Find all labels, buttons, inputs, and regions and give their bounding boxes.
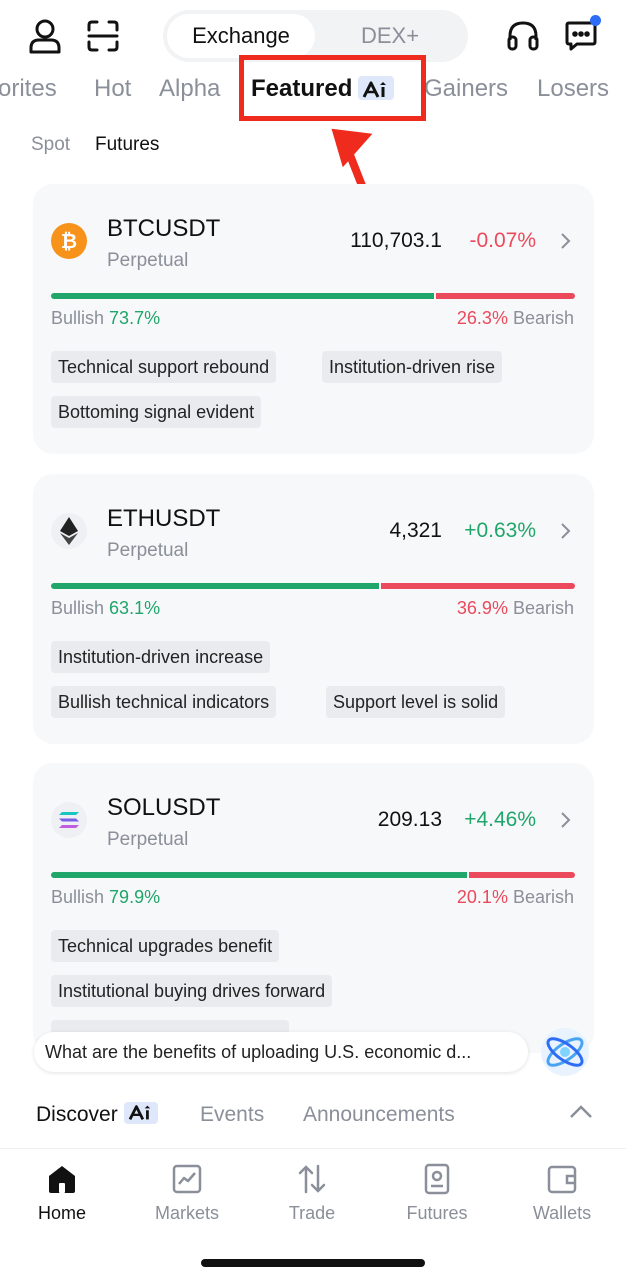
nav-label: Markets — [154, 1203, 219, 1223]
home-indicator — [201, 1259, 425, 1267]
contract-type: Perpetual — [107, 540, 189, 561]
nav-label: Home — [37, 1203, 86, 1223]
tab-discover[interactable]: Discover — [36, 1102, 158, 1128]
solana-icon — [51, 802, 87, 838]
bullish-fill — [51, 293, 434, 299]
bearish-label: 36.9% Bearish — [456, 598, 574, 618]
price: 209.13 — [377, 808, 442, 831]
ai-assistant-orb-icon[interactable] — [538, 1025, 592, 1079]
sentiment-bar — [51, 293, 575, 299]
ai-icon — [123, 1102, 158, 1125]
exchange-segment[interactable]: Exchange — [167, 14, 315, 58]
tab-events[interactable]: Events — [200, 1103, 265, 1126]
tab-discover-label: Discover — [36, 1103, 118, 1126]
nav-futures[interactable]: Futures — [387, 1163, 487, 1229]
ethereum-icon — [51, 513, 87, 549]
home-icon — [49, 1166, 75, 1193]
sentiment-tag: Institution-driven rise — [322, 351, 503, 383]
nav-label: Futures — [406, 1203, 468, 1223]
sentiment-tag: Technical upgrades benefit — [51, 930, 280, 962]
sentiment-tag: Support level is solid — [326, 686, 506, 718]
bullish-fill — [51, 872, 467, 878]
trade-arrows-icon — [298, 1164, 326, 1194]
tab-announcements[interactable]: Announcements — [303, 1103, 455, 1126]
tab-losers[interactable]: Losers — [537, 75, 610, 102]
bearish-label: 20.1% Bearish — [456, 887, 574, 907]
markets-chart-icon — [172, 1164, 202, 1194]
chevron-right-icon[interactable] — [560, 811, 572, 829]
exchange-dex-switch: Exchange DEX+ — [163, 10, 468, 62]
ai-question-suggestion[interactable]: What are the benefits of uploading U.S. … — [34, 1032, 528, 1072]
sentiment-bar — [51, 583, 575, 589]
price-change: -0.07% — [469, 229, 536, 252]
nav-label: Trade — [288, 1203, 336, 1223]
chevron-right-icon[interactable] — [560, 522, 572, 540]
bearish-fill — [469, 872, 575, 878]
bitcoin-icon: ₿ — [51, 223, 87, 259]
bearish-fill — [381, 583, 575, 589]
sentiment-tag: Technical support rebound — [51, 351, 277, 383]
nav-wallets[interactable]: Wallets — [512, 1163, 612, 1229]
tab-gainers[interactable]: Gainers — [424, 75, 509, 102]
svg-text:₿: ₿ — [61, 229, 77, 253]
wallet-icon — [547, 1165, 577, 1194]
tab-featured[interactable]: Featured — [251, 70, 395, 108]
subtab-futures[interactable]: Futures — [95, 134, 160, 155]
scan-icon[interactable] — [81, 14, 125, 58]
nav-markets[interactable]: Markets — [137, 1163, 237, 1229]
futures-doc-icon — [424, 1163, 450, 1195]
top-header: Exchange DEX+ — [0, 0, 626, 70]
chevron-right-icon[interactable] — [560, 232, 572, 250]
profile-icon[interactable] — [23, 14, 67, 58]
price: 4,321 — [389, 519, 442, 542]
market-card-eth[interactable]: ETHUSDT Perpetual 4,321 +0.63% Bullish 6… — [33, 474, 594, 744]
sentiment-tag: Bullish technical indicators — [51, 686, 277, 718]
nav-home[interactable]: Home — [12, 1163, 112, 1229]
price: 110,703.1 — [350, 229, 442, 252]
subtab-spot[interactable]: Spot — [31, 134, 71, 155]
contract-type: Perpetual — [107, 829, 189, 850]
symbol: SOLUSDT — [107, 794, 221, 821]
tab-hot[interactable]: Hot — [94, 75, 132, 102]
bullish-label: Bullish 79.9% — [51, 887, 161, 907]
market-card-sol[interactable]: SOLUSDT Perpetual 209.13 +4.46% Bullish … — [33, 763, 594, 1053]
chevron-up-icon[interactable] — [568, 1104, 594, 1120]
annotation-highlight-box — [239, 55, 426, 121]
notification-dot — [590, 15, 601, 26]
sentiment-tag: Institution-driven increase — [51, 641, 271, 673]
ai-icon — [358, 75, 395, 100]
nav-label: Wallets — [532, 1203, 592, 1223]
tab-featured-label: Featured — [251, 75, 353, 102]
nav-trade[interactable]: Trade — [262, 1163, 362, 1229]
category-tabs: orites Hot Alpha Featured Gainers Losers — [0, 70, 626, 110]
bullish-label: Bullish 63.1% — [51, 598, 161, 618]
support-headset-icon[interactable] — [501, 14, 545, 58]
tab-favorites[interactable]: orites — [0, 75, 57, 102]
bullish-fill — [51, 583, 379, 589]
sentiment-tag: Bottoming signal evident — [51, 396, 262, 428]
sentiment-tag: Institutional buying drives forward — [51, 975, 333, 1007]
market-card-btc[interactable]: ₿ BTCUSDT Perpetual 110,703.1 -0.07% Bul… — [33, 184, 594, 454]
price-change: +4.46% — [464, 808, 536, 831]
symbol: BTCUSDT — [107, 215, 221, 242]
sentiment-bar — [51, 872, 575, 878]
bottom-navigation: Home Markets Trade Futures Wallets — [0, 1148, 626, 1280]
bullish-label: Bullish 73.7% — [51, 308, 161, 328]
bearish-fill — [436, 293, 575, 299]
tab-alpha[interactable]: Alpha — [159, 75, 221, 102]
symbol: ETHUSDT — [107, 505, 221, 532]
dex-segment[interactable]: DEX+ — [360, 23, 420, 48]
bearish-label: 26.3% Bearish — [456, 308, 574, 328]
messages-icon[interactable] — [559, 14, 603, 58]
price-change: +0.63% — [464, 519, 536, 542]
contract-type: Perpetual — [107, 250, 189, 271]
